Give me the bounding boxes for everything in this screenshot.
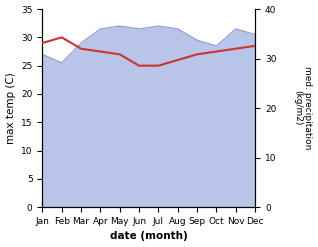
- Y-axis label: med. precipitation
(kg/m2): med. precipitation (kg/m2): [293, 66, 313, 150]
- Y-axis label: max temp (C): max temp (C): [5, 72, 16, 144]
- X-axis label: date (month): date (month): [110, 231, 188, 242]
